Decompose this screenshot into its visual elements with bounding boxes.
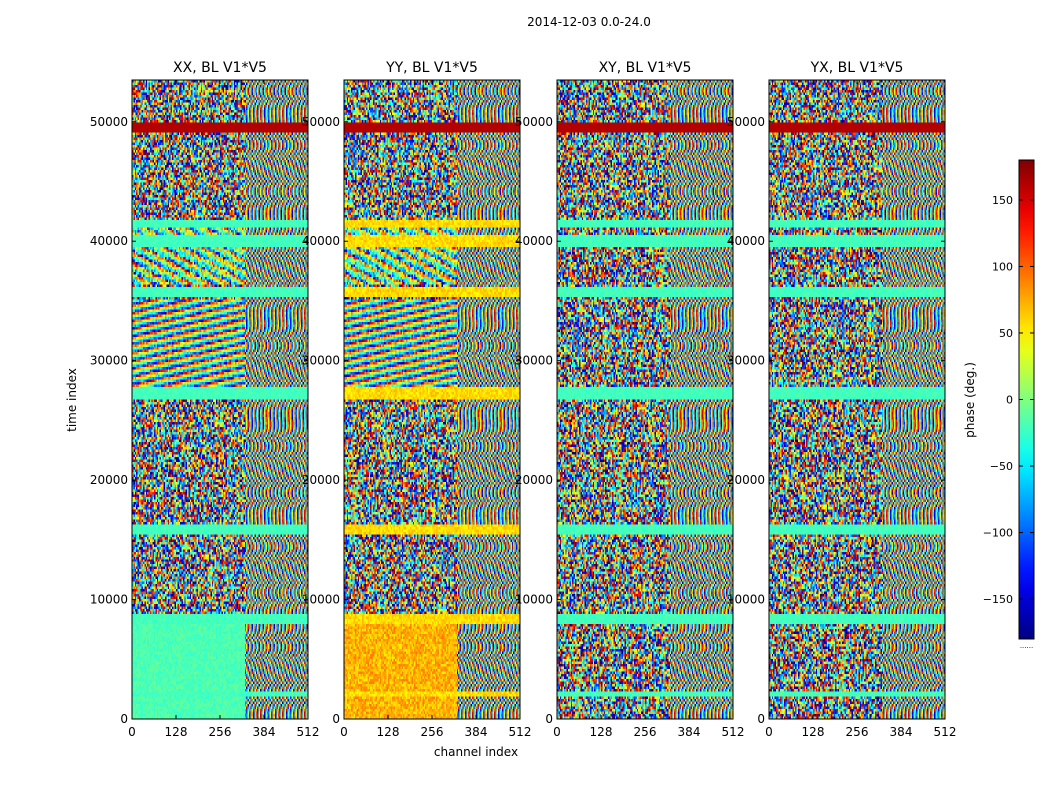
x-tick-label: 0 <box>340 725 348 739</box>
x-tick-label: 512 <box>722 725 745 739</box>
heatmap-xy <box>557 80 733 719</box>
y-tick-label: 30000 <box>515 354 553 368</box>
y-tick-label: 0 <box>120 712 128 726</box>
y-axis-label: time index <box>65 368 79 432</box>
x-tick-label: 256 <box>421 725 444 739</box>
y-tick-label: 40000 <box>515 234 553 248</box>
y-tick-label: 50000 <box>302 115 340 129</box>
y-tick-label: 0 <box>332 712 340 726</box>
y-tick-label: 40000 <box>302 234 340 248</box>
y-tick-label: 20000 <box>90 473 128 487</box>
x-tick-label: 128 <box>165 725 188 739</box>
y-tick-label: 10000 <box>515 593 553 607</box>
colorbar-label: phase (deg.) <box>963 362 977 438</box>
colorbar-extra-label: ...... <box>1020 642 1033 650</box>
panel-title: YY, BL V1*V5 <box>385 60 478 76</box>
x-tick-label: 128 <box>590 725 613 739</box>
panel-yy: YY, BL V1*V5 0 128 256 384 512 0 10000 20000 3000… <box>302 60 532 739</box>
x-tick-label: 256 <box>209 725 232 739</box>
y-tick-label: 30000 <box>727 354 765 368</box>
panel-title: XX, BL V1*V5 <box>173 60 267 76</box>
x-tick-label: 256 <box>846 725 869 739</box>
x-tick-label: 256 <box>634 725 657 739</box>
y-tick-label: 20000 <box>515 473 553 487</box>
y-tick-label: 10000 <box>727 593 765 607</box>
x-tick-label: 512 <box>509 725 532 739</box>
x-tick-label: 512 <box>297 725 320 739</box>
y-tick-label: 10000 <box>302 593 340 607</box>
y-tick-label: 50000 <box>90 115 128 129</box>
figure-suptitle: 2014-12-03 0.0-24.0 <box>527 15 651 29</box>
y-tick-label: 40000 <box>90 234 128 248</box>
y-tick-label: 50000 <box>515 115 553 129</box>
y-tick-label: 20000 <box>302 473 340 487</box>
y-tick-label: 30000 <box>302 354 340 368</box>
colorbar-tick-label: −150 <box>983 593 1013 606</box>
x-tick-label: 128 <box>377 725 400 739</box>
x-tick-label: 512 <box>934 725 957 739</box>
heatmap-yy <box>344 80 520 719</box>
colorbar-tick-label: 50 <box>999 327 1013 340</box>
y-tick-label: 20000 <box>727 473 765 487</box>
heatmap-xx <box>132 80 308 719</box>
y-tick-label: 30000 <box>90 354 128 368</box>
y-tick-label: 50000 <box>727 115 765 129</box>
panel-xx: XX, BL V1*V5 0 128 256 384 512 0 10000 20000 3000… <box>90 60 320 739</box>
panel-yx: YX, BL V1*V5 0 128 256 384 512 0 10000 20000 3000… <box>727 60 957 739</box>
y-tick-label: 40000 <box>727 234 765 248</box>
colorbar-tick-label: 100 <box>992 260 1013 273</box>
panels: XX, BL V1*V5 0 128 256 384 512 0 10000 20000 3000… <box>90 60 957 739</box>
colorbar-tick-label: −50 <box>990 460 1013 473</box>
x-tick-label: 384 <box>253 725 276 739</box>
panel-xy: XY, BL V1*V5 0 128 256 384 512 0 10000 20000 3000… <box>515 60 745 739</box>
x-tick-label: 0 <box>553 725 561 739</box>
panel-title: YX, BL V1*V5 <box>810 60 904 76</box>
colorbar-tick-label: 150 <box>992 194 1013 207</box>
x-tick-label: 0 <box>765 725 773 739</box>
colorbar-tick-label: −100 <box>983 527 1013 540</box>
heatmap-yx <box>769 80 945 719</box>
x-axis-label: channel index <box>434 745 518 759</box>
y-tick-label: 0 <box>545 712 553 726</box>
colorbar: −150 −100 −50 0 50 100 150 phase (deg.)...... <box>963 159 1035 650</box>
x-tick-label: 0 <box>128 725 136 739</box>
y-tick-label: 10000 <box>90 593 128 607</box>
x-tick-label: 384 <box>465 725 488 739</box>
y-tick-label: 0 <box>757 712 765 726</box>
x-tick-label: 384 <box>890 725 913 739</box>
x-tick-label: 128 <box>802 725 825 739</box>
colorbar-tick-label: 0 <box>1006 394 1013 407</box>
panel-title: XY, BL V1*V5 <box>599 60 692 76</box>
x-tick-label: 384 <box>678 725 701 739</box>
